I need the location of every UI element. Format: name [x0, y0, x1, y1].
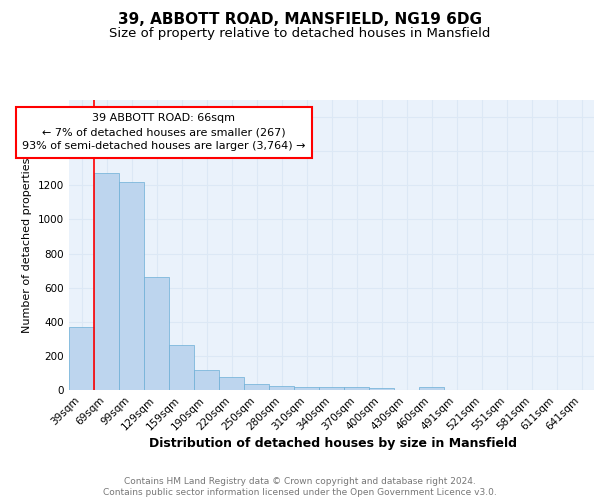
Bar	[319, 388, 344, 390]
Bar	[219, 377, 244, 390]
Bar	[119, 182, 144, 390]
Y-axis label: Number of detached properties: Number of detached properties	[22, 158, 32, 332]
Bar	[169, 345, 194, 390]
Bar	[369, 388, 394, 390]
Text: 39, ABBOTT ROAD, MANSFIELD, NG19 6DG: 39, ABBOTT ROAD, MANSFIELD, NG19 6DG	[118, 12, 482, 28]
Bar	[244, 384, 269, 390]
Text: Distribution of detached houses by size in Mansfield: Distribution of detached houses by size …	[149, 438, 517, 450]
Bar	[419, 386, 444, 390]
Bar	[144, 278, 169, 390]
Text: Size of property relative to detached houses in Mansfield: Size of property relative to detached ho…	[109, 28, 491, 40]
Text: 39 ABBOTT ROAD: 66sqm
← 7% of detached houses are smaller (267)
93% of semi-deta: 39 ABBOTT ROAD: 66sqm ← 7% of detached h…	[22, 114, 306, 152]
Bar	[269, 386, 294, 390]
Bar	[344, 388, 369, 390]
Bar	[294, 388, 319, 390]
Bar	[94, 174, 119, 390]
Bar	[69, 327, 94, 390]
Text: Contains HM Land Registry data © Crown copyright and database right 2024.
Contai: Contains HM Land Registry data © Crown c…	[103, 478, 497, 497]
Bar	[194, 370, 219, 390]
